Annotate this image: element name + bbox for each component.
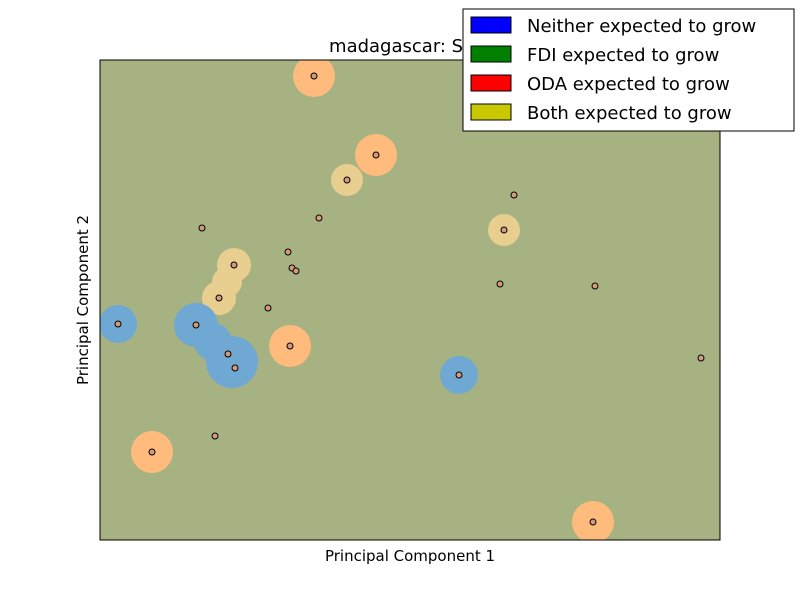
data-point-2 [343,176,351,184]
legend: Neither expected to grow FDI expected to… [462,8,795,132]
data-point-1 [372,151,380,159]
data-points [114,72,705,526]
data-point-23 [148,448,156,456]
region-neither-13 [194,323,232,361]
data-point-8 [230,261,238,269]
legend-swatch-fdi [470,45,512,63]
data-point-5 [315,214,323,222]
data-point-10 [292,267,300,275]
legend-label-oda: ODA expected to grow [527,74,730,95]
data-point-7 [284,248,292,256]
legend-label-neither: Neither expected to grow [527,16,756,37]
data-point-16 [192,321,200,329]
data-point-17 [286,342,294,350]
data-point-24 [589,518,597,526]
legend-label-both: Both expected to grow [527,103,732,124]
legend-swatch-neither [470,16,512,34]
data-point-6 [198,224,206,232]
data-point-0 [310,72,318,80]
data-point-11 [496,280,504,288]
region-both-9 [212,267,242,297]
legend-swatch-oda [470,74,512,92]
data-point-4 [500,226,508,234]
data-point-20 [697,354,705,362]
data-point-22 [211,432,219,440]
chart-title: madagascar: SVM [329,36,491,57]
data-point-19 [231,364,239,372]
x-axis-label: Principal Component 1 [325,547,495,565]
data-point-21 [455,371,463,379]
data-point-12 [591,282,599,290]
data-point-18 [224,350,232,358]
legend-label-fdi: FDI expected to grow [527,45,719,66]
plot-area [100,60,720,540]
data-point-13 [215,294,223,302]
legend-box [462,8,795,132]
data-point-15 [114,320,122,328]
data-point-3 [510,191,518,199]
data-point-14 [264,304,272,312]
y-axis-label: Principal Component 2 [74,215,92,385]
plot-frame [99,59,721,541]
legend-swatch-both [470,103,512,121]
